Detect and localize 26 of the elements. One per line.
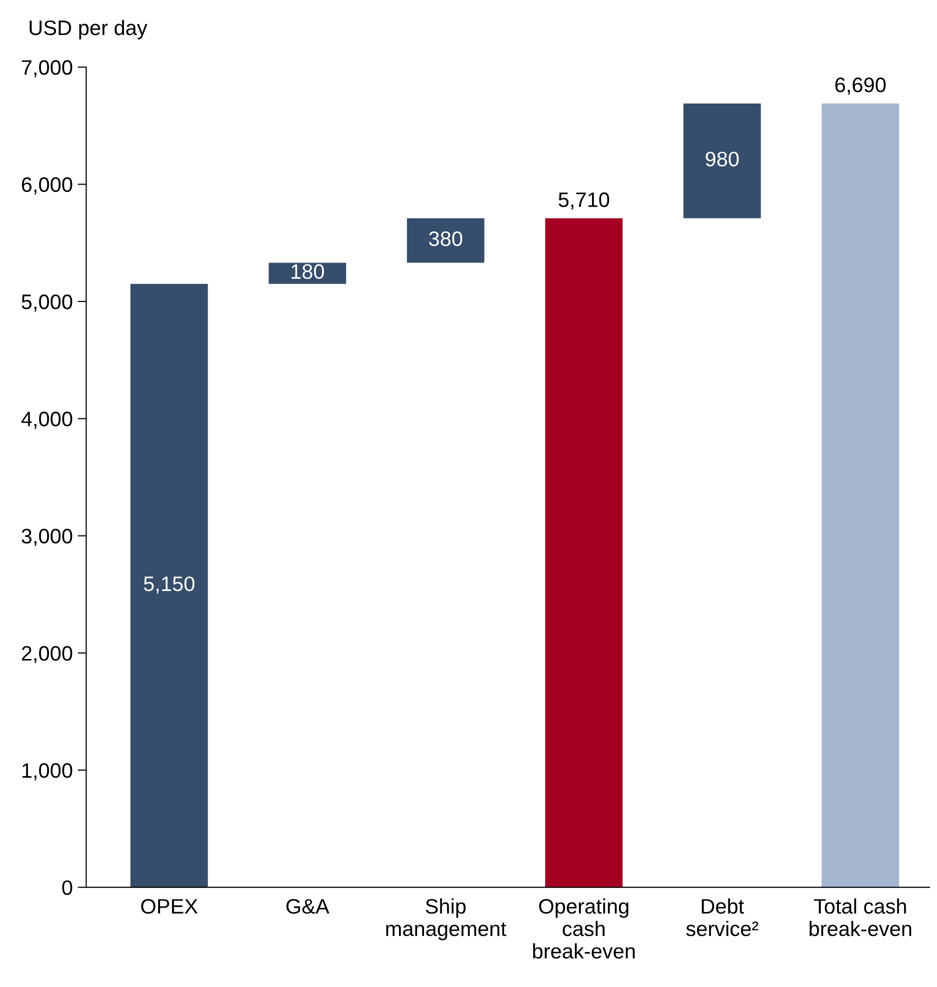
bar <box>130 284 208 888</box>
x-tick-label: OPEX <box>141 898 198 914</box>
x-tick-label: G&A <box>286 898 330 914</box>
y-tick-label: 0 <box>62 880 72 896</box>
y-tick-label: 2,000 <box>22 646 72 664</box>
x-tick-label: Ship management <box>386 898 506 940</box>
bar <box>406 218 484 263</box>
bar <box>822 103 900 888</box>
data-label: 380 <box>429 231 462 246</box>
y-tick-label: 5,000 <box>22 294 72 312</box>
x-tick-label: Operating cash break-even <box>533 898 635 959</box>
y-tick-label: 3,000 <box>22 528 72 546</box>
data-label: 980 <box>706 152 739 166</box>
bar <box>545 218 623 888</box>
x-tick-label: Debt service² <box>686 898 758 936</box>
data-label: 5,150 <box>144 576 194 594</box>
data-label: 6,690 <box>835 78 886 95</box>
data-label: 180 <box>292 264 324 279</box>
y-axis-title: USD per day <box>30 20 148 40</box>
x-tick-label: Total cash break-even <box>810 898 912 936</box>
y-tick-label: 6,000 <box>22 177 72 194</box>
y-tick-label: 4,000 <box>21 412 72 429</box>
bar <box>683 103 761 218</box>
y-tick-label: 1,000 <box>22 763 72 780</box>
y-tick-label: 7,000 <box>22 60 72 78</box>
data-label: 5,710 <box>558 192 610 210</box>
